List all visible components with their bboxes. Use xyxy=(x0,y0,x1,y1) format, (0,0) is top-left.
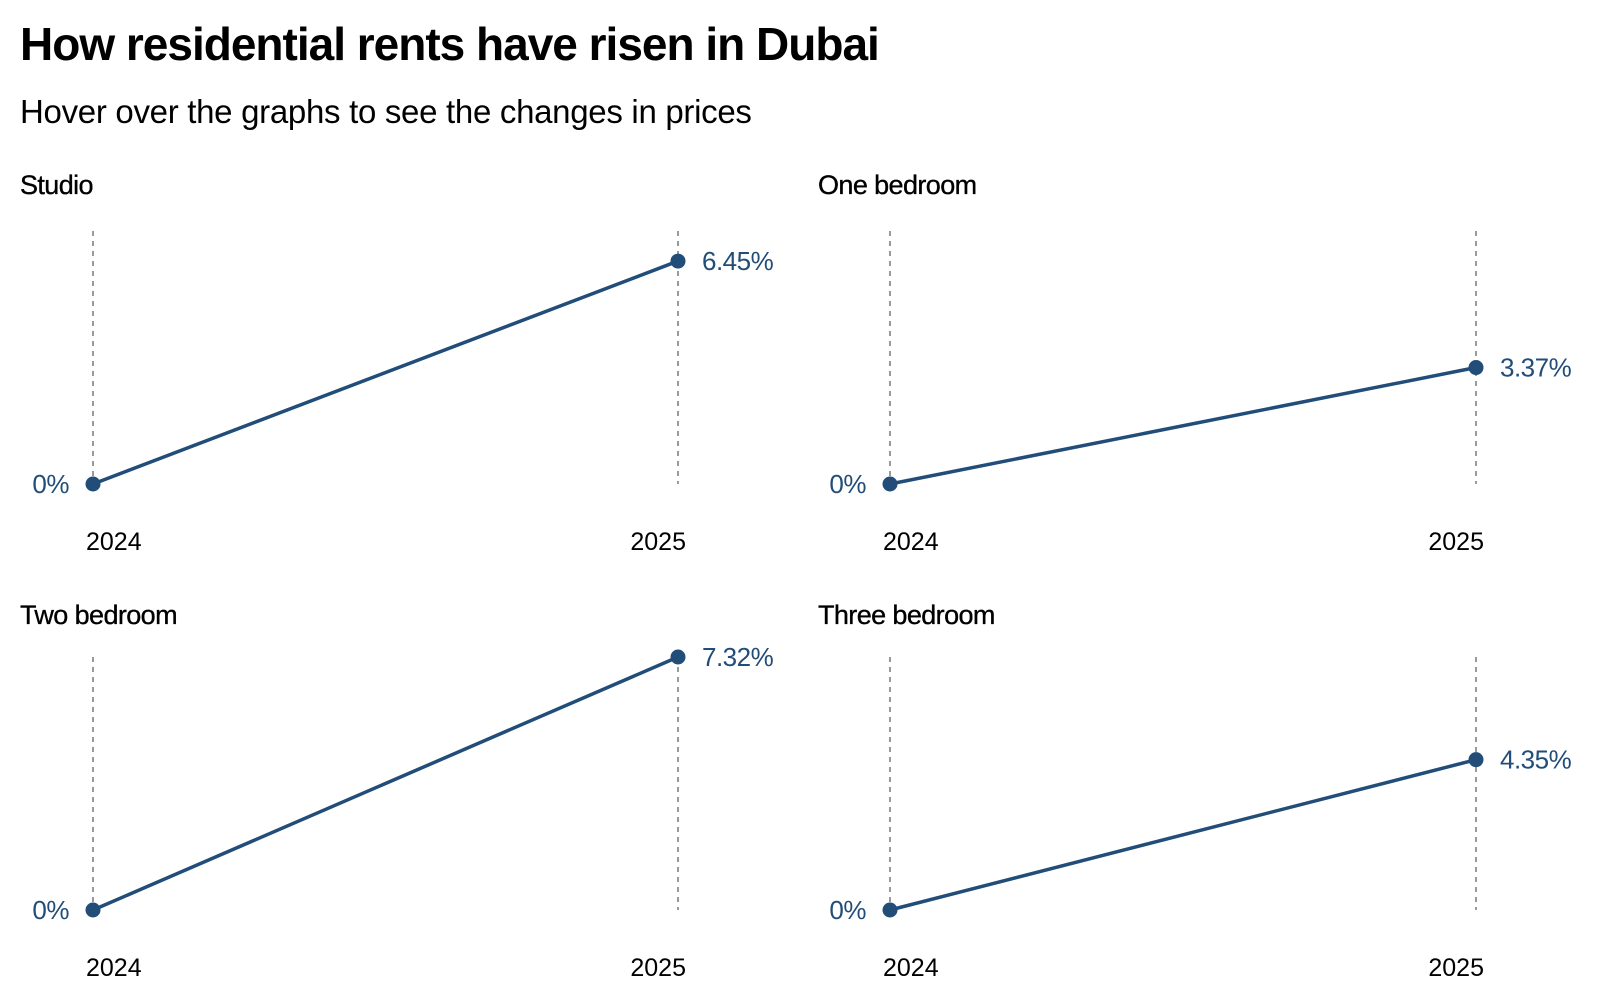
data-point-2025[interactable] xyxy=(670,253,686,269)
value-label-2024: 0% xyxy=(32,469,69,499)
series-line-three-bedroom[interactable] xyxy=(888,757,1478,912)
chart-title-two-bedroom: Two bedroom xyxy=(20,600,178,630)
value-label-2025: 4.35% xyxy=(1500,745,1572,775)
value-label-2024: 0% xyxy=(829,469,866,499)
data-point-2024[interactable] xyxy=(85,902,101,918)
series-line-studio[interactable] xyxy=(91,259,680,486)
data-point-2025[interactable] xyxy=(670,649,686,665)
x-tick-label-2024: 2024 xyxy=(883,528,939,556)
x-tick-label-2025: 2025 xyxy=(1428,954,1484,982)
value-label-2025: 3.37% xyxy=(1500,353,1572,383)
value-label-2025: 7.32% xyxy=(702,642,774,672)
series-line-one-bedroom[interactable] xyxy=(888,365,1478,486)
chart-studio[interactable]: 0% 2024 6.45% 2025 xyxy=(32,231,774,556)
x-tick-label-2024: 2024 xyxy=(883,954,939,982)
chart-three-bedroom[interactable]: 0% 2024 4.35% 2025 xyxy=(829,657,1572,982)
x-tick-label-2025: 2025 xyxy=(630,528,686,556)
data-point-2025[interactable] xyxy=(1468,360,1484,376)
chart-one-bedroom[interactable]: 0% 2024 3.37% 2025 xyxy=(829,231,1572,556)
value-label-2024: 0% xyxy=(829,895,866,925)
value-label-2024: 0% xyxy=(32,895,69,925)
chart-title-one-bedroom: One bedroom xyxy=(818,170,977,200)
page-subtitle: Hover over the graphs to see the changes… xyxy=(20,93,752,130)
x-tick-label-2024: 2024 xyxy=(86,954,142,982)
data-point-2024[interactable] xyxy=(85,476,101,492)
page-title: How residential rents have risen in Duba… xyxy=(20,18,880,70)
data-point-2024[interactable] xyxy=(882,476,898,492)
x-tick-label-2024: 2024 xyxy=(86,528,142,556)
value-label-2025: 6.45% xyxy=(702,246,774,276)
chart-title-studio: Studio xyxy=(20,170,94,200)
data-point-2025[interactable] xyxy=(1468,752,1484,768)
data-point-2024[interactable] xyxy=(882,902,898,918)
x-tick-label-2025: 2025 xyxy=(630,954,686,982)
x-tick-label-2025: 2025 xyxy=(1428,528,1484,556)
chart-title-three-bedroom: Three bedroom xyxy=(818,600,996,630)
chart-two-bedroom[interactable]: 0% 2024 7.32% 2025 xyxy=(32,642,774,982)
series-line-two-bedroom[interactable] xyxy=(91,655,680,912)
